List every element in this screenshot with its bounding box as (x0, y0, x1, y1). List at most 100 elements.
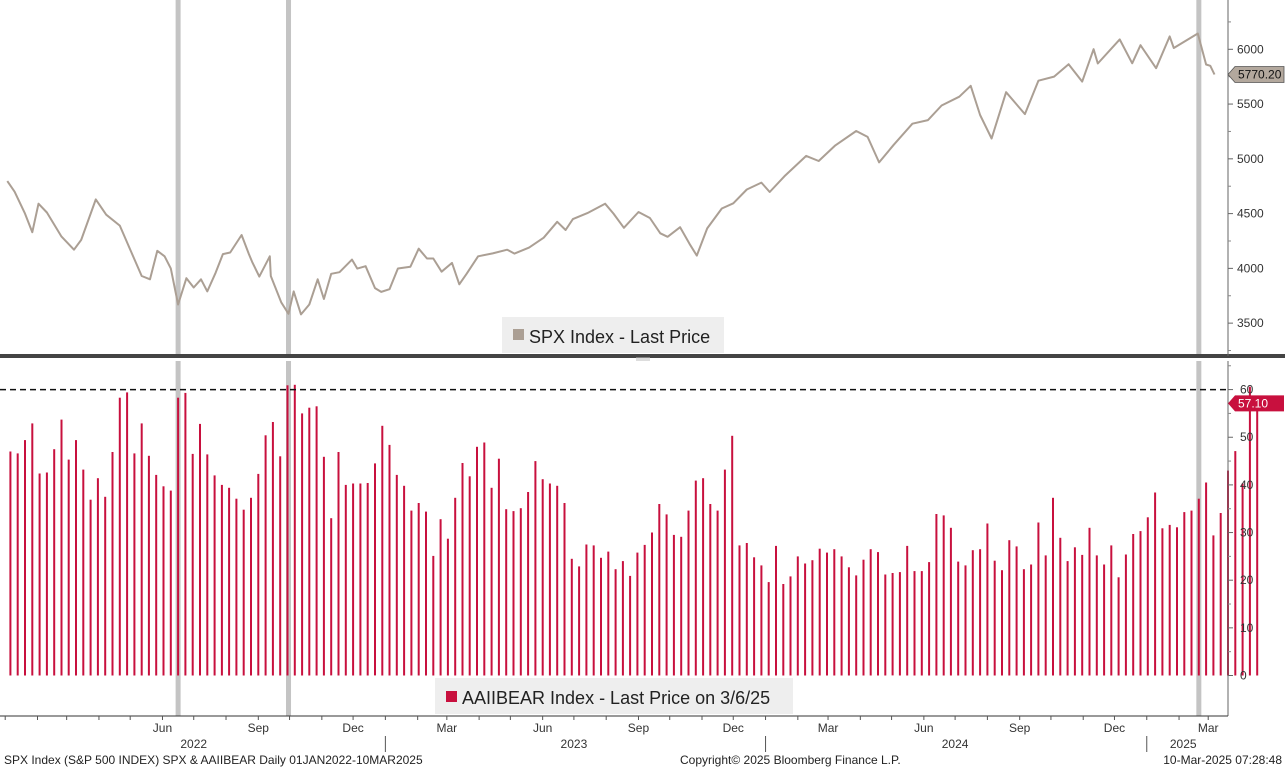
aaiibear-bar (468, 476, 471, 676)
aaiibear-bar (1059, 537, 1062, 676)
aaiibear-bar (862, 559, 865, 676)
aaiibear-bar (118, 397, 121, 676)
y-tick-label-bottom: 30 (1240, 526, 1254, 540)
aaiibear-bar (1022, 569, 1025, 676)
aaiibear-bar (381, 425, 384, 676)
aaiibear-bar (979, 549, 982, 676)
spx-legend-swatch (513, 329, 524, 340)
aaiibear-bar (1212, 535, 1215, 676)
aaiibear-last-value-label: 57.10 (1238, 396, 1268, 410)
aaiibear-bar (67, 459, 70, 676)
aaiibear-bar (1176, 527, 1178, 676)
aaiibear-bar (454, 497, 457, 676)
aaiibear-bar (505, 509, 508, 676)
aaiibear-legend-swatch (446, 691, 457, 702)
aaiibear-bar (1001, 570, 1003, 676)
x-month-label: Sep (628, 721, 650, 735)
aaiibear-bar (920, 571, 923, 676)
highlight-band-top (286, 0, 292, 356)
x-month-label: Mar (818, 721, 839, 735)
aaiibear-bar (388, 444, 391, 676)
aaiibear-bar (96, 478, 99, 676)
aaiibear-bar (38, 473, 41, 676)
aaiibear-bar (250, 497, 252, 676)
aaiibear-bar (570, 558, 573, 676)
aaiibear-bar (184, 392, 187, 676)
aaiibear-bar (607, 551, 610, 676)
aaiibear-bar (643, 544, 646, 676)
aaiibear-bar (140, 423, 143, 676)
aaiibear-bar (497, 458, 500, 676)
aaiibear-last-value-tag (1228, 395, 1284, 412)
aaiibear-bar (760, 565, 763, 676)
aaiibear-bar (177, 397, 180, 676)
aaiibear-bar (1241, 483, 1244, 676)
aaiibear-bar (782, 584, 785, 676)
aaiibear-bar (563, 503, 566, 676)
x-month-label: Mar (436, 721, 457, 735)
aaiibear-bar (410, 510, 413, 676)
aaiibear-bar (279, 456, 282, 676)
aaiibear-bar (60, 419, 63, 676)
aaiibear-bar (1030, 564, 1033, 676)
aaiibear-bar (949, 527, 952, 676)
aaiibear-bar (1081, 554, 1084, 676)
footer-left: SPX Index (S&P 500 INDEX) SPX & AAIIBEAR… (4, 753, 423, 767)
aaiibear-bar (1132, 534, 1135, 676)
footer-right: 10-Mar-2025 07:28:48 (1163, 753, 1282, 767)
aaiibear-bar (264, 435, 267, 676)
aaiibear-bar (199, 423, 201, 676)
aaiibear-bar (1146, 517, 1149, 676)
x-year-label: 2023 (561, 737, 588, 751)
aaiibear-bar (680, 536, 683, 676)
aaiibear-bar (534, 461, 537, 676)
y-tick-label-top: 5000 (1237, 152, 1264, 166)
aaiibear-bar (1008, 540, 1011, 676)
aaiibear-bar (585, 544, 588, 676)
aaiibear-bar (527, 492, 530, 676)
aaiibear-bar (694, 480, 697, 676)
aaiibear-bar (1117, 577, 1120, 676)
aaiibear-bar (352, 483, 355, 676)
aaiibear-bar (964, 565, 967, 676)
aaiibear-bar (986, 523, 989, 676)
aaiibear-bar (403, 485, 406, 676)
aaiibear-bar (374, 463, 376, 676)
aaiibear-bar (344, 484, 347, 676)
aaiibear-bar (855, 575, 858, 676)
aaiibear-bar (629, 575, 632, 676)
y-tick-label-bottom: 40 (1240, 478, 1254, 492)
aaiibear-bar (228, 487, 231, 676)
aaiibear-bar (775, 545, 777, 676)
aaiibear-bar (82, 469, 85, 676)
x-month-label: Dec (1104, 721, 1125, 735)
highlight-band-bottom (286, 361, 292, 716)
x-month-label: Dec (723, 721, 744, 735)
aaiibear-bar (293, 384, 296, 676)
aaiibear-bar (301, 413, 304, 676)
aaiibear-bar (1183, 512, 1186, 676)
aaiibear-bar (789, 576, 792, 676)
legends: SPX Index - Last Price AAIIBEAR Index - L… (435, 317, 793, 714)
aaiibear-bar (716, 510, 719, 676)
spx-legend: SPX Index - Last Price (502, 317, 724, 353)
aaiibear-bar (1139, 531, 1142, 676)
aaiibear-legend: AAIIBEAR Index - Last Price on 3/6/25 (435, 678, 793, 714)
aaiibear-bar (1095, 555, 1098, 676)
aaiibear-bar (1015, 546, 1018, 676)
aaiibear-bar (541, 479, 544, 676)
aaiibear-bar (665, 514, 668, 676)
aaiibear-bar (833, 549, 836, 676)
aaiibear-bar (636, 552, 639, 676)
aaiibear-bar (133, 453, 136, 676)
aaiibear-bar (322, 456, 325, 676)
aaiibear-bar (1190, 510, 1193, 676)
aaiibear-bar (957, 561, 960, 676)
y-tick-label-top: 3500 (1237, 316, 1264, 330)
aaiibear-bar (147, 455, 150, 676)
highlight-band-top (1196, 0, 1202, 356)
aaiibear-bar (1066, 561, 1069, 676)
aaiibear-bar (614, 569, 617, 676)
aaiibear-bar (913, 571, 916, 676)
